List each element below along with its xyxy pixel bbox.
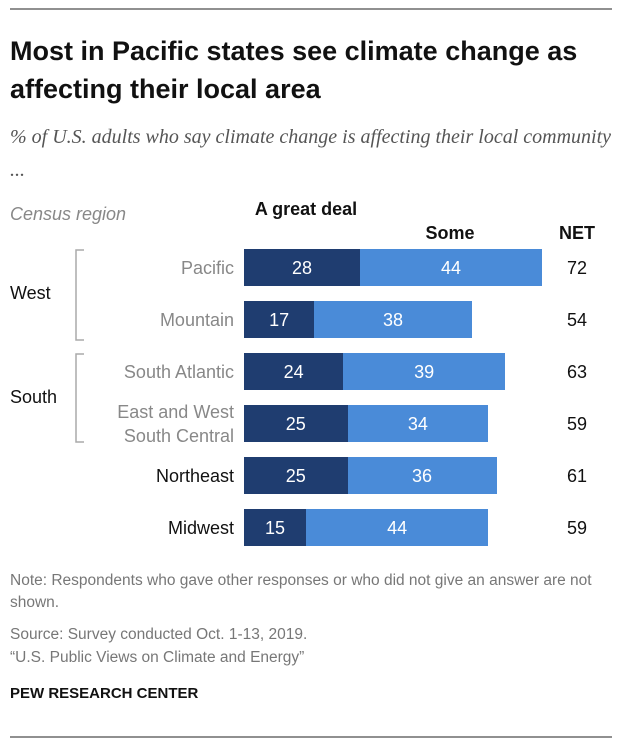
category-label: Pacific xyxy=(180,257,234,278)
value-label: 28 xyxy=(291,257,312,278)
category-label: Northeast xyxy=(155,465,234,486)
note: Note: Respondents who gave other respons… xyxy=(10,572,592,611)
group-label: South xyxy=(10,386,58,407)
value-label: 34 xyxy=(407,413,428,434)
value-label: 44 xyxy=(387,517,408,538)
value-label: 39 xyxy=(414,361,435,382)
bar-segment xyxy=(244,249,360,286)
chart-title: Most in Pacific states see climate chang… xyxy=(10,36,578,104)
category-label: Mountain xyxy=(159,309,234,330)
bar-segment xyxy=(244,509,307,546)
value-label: 17 xyxy=(269,309,290,330)
value-label: 24 xyxy=(283,361,304,382)
net-value: 63 xyxy=(566,361,588,382)
value-label: 44 xyxy=(440,257,461,278)
value-label: 36 xyxy=(412,465,433,486)
bar-segment xyxy=(244,457,348,494)
net-value: 72 xyxy=(566,257,588,278)
net-value: 59 xyxy=(566,517,588,538)
chart-subtitle: % of U.S. adults who say climate change … xyxy=(10,126,612,181)
bar-segment xyxy=(343,353,505,390)
footer: PEW RESEARCH CENTER xyxy=(10,685,199,702)
bar-segment xyxy=(347,405,489,442)
value-label: 15 xyxy=(265,517,286,538)
category-label: Midwest xyxy=(167,517,234,538)
report-title: “U.S. Public Views on Climate and Energy… xyxy=(10,649,305,666)
value-label: 25 xyxy=(285,465,306,486)
group-label: West xyxy=(10,282,51,303)
legend-entry: Some xyxy=(425,223,475,243)
bar-segment xyxy=(244,353,344,390)
west-bracket xyxy=(75,249,84,341)
value-label: 38 xyxy=(383,309,404,330)
south-bracket xyxy=(75,353,84,443)
bar-segment xyxy=(244,405,348,442)
net-value: 61 xyxy=(566,465,588,486)
bar-segment xyxy=(347,457,497,494)
value-label: 25 xyxy=(285,413,306,434)
bar-segment xyxy=(314,301,472,338)
net-header: NET xyxy=(559,223,595,243)
legend-entry: A great deal xyxy=(254,199,358,219)
category-label: East and West South Central xyxy=(117,401,234,446)
bar-segment xyxy=(306,509,489,546)
bar-segment xyxy=(359,249,543,286)
net-value: 59 xyxy=(566,413,588,434)
net-value: 54 xyxy=(566,309,588,330)
category-label: South Atlantic xyxy=(123,361,234,382)
axis-label: Census region xyxy=(10,204,127,224)
bar-segment xyxy=(244,301,315,338)
source: Source: Survey conducted Oct. 1-13, 2019… xyxy=(10,626,308,643)
